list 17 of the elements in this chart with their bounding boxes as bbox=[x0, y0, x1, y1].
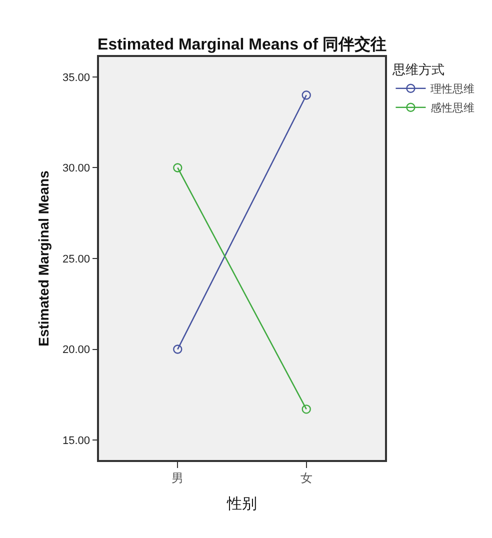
y-tick-label: 20.00 bbox=[62, 344, 90, 356]
y-tick-label: 30.00 bbox=[62, 162, 90, 175]
y-tick-label: 35.00 bbox=[62, 72, 90, 84]
y-tick-label: 25.00 bbox=[62, 253, 90, 266]
x-axis-title: 性别 bbox=[226, 496, 257, 513]
x-tick-label: 女 bbox=[300, 471, 312, 486]
legend-label: 感性思维 bbox=[430, 102, 475, 115]
y-axis-title: Estimated Marginal Means bbox=[36, 170, 52, 346]
legend-title: 思维方式 bbox=[392, 62, 445, 77]
point bbox=[302, 404, 311, 414]
x-tick-label: 男 bbox=[172, 471, 184, 486]
chart-title: Estimated Marginal Means of 同伴交往 bbox=[98, 34, 386, 54]
y-tick-label: 15.00 bbox=[62, 434, 90, 447]
point bbox=[173, 344, 182, 354]
point bbox=[173, 163, 182, 172]
point bbox=[302, 90, 311, 100]
legend-label: 理性思维 bbox=[430, 82, 475, 96]
